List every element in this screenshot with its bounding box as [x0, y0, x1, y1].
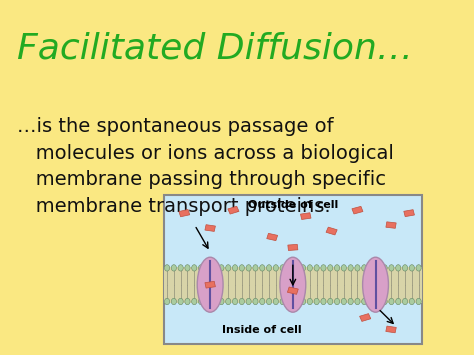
Polygon shape — [386, 222, 396, 228]
Polygon shape — [228, 206, 239, 214]
Ellipse shape — [185, 265, 190, 271]
Ellipse shape — [375, 265, 381, 271]
Ellipse shape — [266, 265, 272, 271]
Ellipse shape — [205, 298, 210, 305]
Ellipse shape — [307, 265, 312, 271]
Ellipse shape — [164, 298, 170, 305]
Ellipse shape — [321, 265, 326, 271]
Ellipse shape — [212, 265, 217, 271]
Ellipse shape — [368, 298, 374, 305]
Ellipse shape — [246, 298, 251, 305]
Ellipse shape — [294, 265, 299, 271]
Ellipse shape — [287, 265, 292, 271]
Ellipse shape — [389, 298, 394, 305]
Ellipse shape — [314, 298, 319, 305]
Ellipse shape — [416, 265, 421, 271]
Ellipse shape — [232, 265, 237, 271]
Ellipse shape — [368, 265, 374, 271]
Ellipse shape — [273, 298, 278, 305]
Ellipse shape — [328, 265, 333, 271]
Polygon shape — [360, 313, 371, 321]
Ellipse shape — [191, 265, 197, 271]
Ellipse shape — [239, 265, 245, 271]
Ellipse shape — [409, 265, 414, 271]
Ellipse shape — [314, 265, 319, 271]
Polygon shape — [179, 209, 190, 217]
Polygon shape — [386, 326, 396, 333]
Ellipse shape — [362, 298, 367, 305]
Ellipse shape — [253, 265, 258, 271]
Ellipse shape — [239, 298, 245, 305]
Ellipse shape — [226, 298, 231, 305]
Ellipse shape — [335, 298, 340, 305]
Ellipse shape — [185, 298, 190, 305]
Ellipse shape — [301, 298, 306, 305]
Ellipse shape — [253, 298, 258, 305]
Polygon shape — [352, 206, 363, 214]
Ellipse shape — [321, 298, 326, 305]
Ellipse shape — [355, 298, 360, 305]
Bar — [164, 267, 422, 302]
Ellipse shape — [382, 298, 387, 305]
Ellipse shape — [341, 265, 346, 271]
Ellipse shape — [396, 265, 401, 271]
Ellipse shape — [402, 265, 408, 271]
Ellipse shape — [348, 298, 353, 305]
Text: …is the spontaneous passage of
   molecules or ions across a biological
   membr: …is the spontaneous passage of molecules… — [17, 117, 394, 215]
Polygon shape — [288, 244, 298, 251]
Polygon shape — [301, 213, 311, 219]
Ellipse shape — [280, 257, 306, 312]
Ellipse shape — [171, 265, 176, 271]
Ellipse shape — [171, 298, 176, 305]
Ellipse shape — [335, 265, 340, 271]
Ellipse shape — [355, 265, 360, 271]
Ellipse shape — [219, 265, 224, 271]
Ellipse shape — [246, 265, 251, 271]
Ellipse shape — [341, 298, 346, 305]
Ellipse shape — [362, 265, 367, 271]
Ellipse shape — [178, 265, 183, 271]
Ellipse shape — [164, 265, 170, 271]
Ellipse shape — [375, 298, 381, 305]
Ellipse shape — [219, 298, 224, 305]
Ellipse shape — [363, 257, 389, 312]
Text: Facilitated Diffusion…: Facilitated Diffusion… — [17, 32, 413, 66]
Ellipse shape — [226, 265, 231, 271]
Polygon shape — [267, 233, 278, 241]
Polygon shape — [205, 282, 215, 288]
Ellipse shape — [280, 298, 285, 305]
FancyBboxPatch shape — [164, 195, 422, 344]
Ellipse shape — [212, 298, 217, 305]
Ellipse shape — [287, 298, 292, 305]
Ellipse shape — [199, 298, 204, 305]
Ellipse shape — [205, 265, 210, 271]
Ellipse shape — [178, 298, 183, 305]
Ellipse shape — [197, 257, 223, 312]
Ellipse shape — [191, 298, 197, 305]
Ellipse shape — [260, 298, 265, 305]
Text: Outside of cell: Outside of cell — [248, 200, 338, 210]
Ellipse shape — [416, 298, 421, 305]
Ellipse shape — [409, 298, 414, 305]
Ellipse shape — [328, 298, 333, 305]
Ellipse shape — [280, 265, 285, 271]
Polygon shape — [404, 210, 414, 217]
Ellipse shape — [396, 298, 401, 305]
Ellipse shape — [199, 265, 204, 271]
Ellipse shape — [266, 298, 272, 305]
Ellipse shape — [382, 265, 387, 271]
Ellipse shape — [273, 265, 278, 271]
Ellipse shape — [389, 265, 394, 271]
Ellipse shape — [301, 265, 306, 271]
Polygon shape — [326, 227, 337, 235]
Text: Inside of cell: Inside of cell — [222, 326, 301, 335]
Ellipse shape — [307, 298, 312, 305]
Ellipse shape — [294, 298, 299, 305]
Polygon shape — [287, 287, 298, 294]
Ellipse shape — [260, 265, 265, 271]
Polygon shape — [205, 225, 215, 231]
Ellipse shape — [402, 298, 408, 305]
Ellipse shape — [348, 265, 353, 271]
Ellipse shape — [232, 298, 237, 305]
